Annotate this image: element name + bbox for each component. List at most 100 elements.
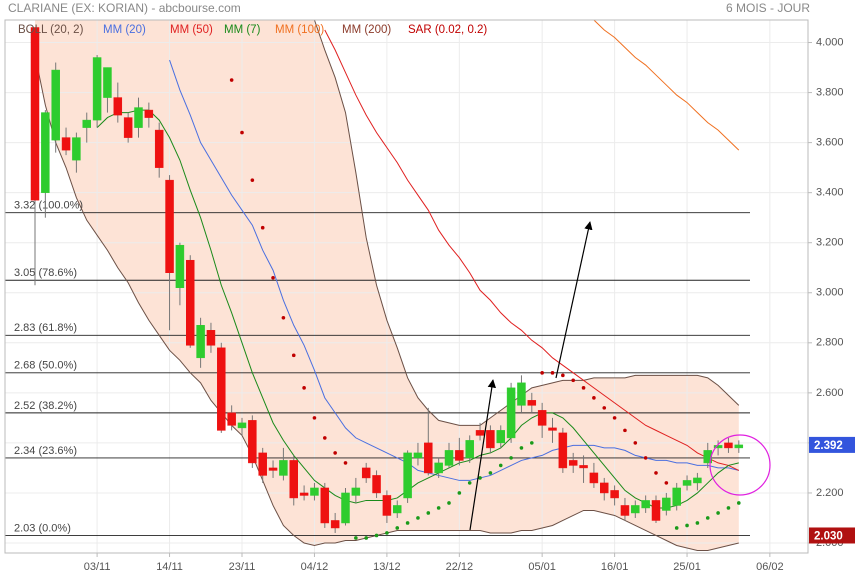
period-label: 6 MOIS - JOUR: [726, 1, 810, 15]
sar-dot: [695, 521, 700, 525]
candle-body: [154, 129, 164, 168]
fib-level-label: 2.83 (61.8%): [14, 322, 77, 334]
legend-entry: MM (200): [342, 24, 391, 36]
sar-dot: [240, 130, 244, 135]
sar-dot: [478, 476, 482, 480]
sar-dot: [447, 501, 451, 505]
candle-body: [341, 492, 350, 524]
fib-level-label: 3.32 (100.0%): [14, 200, 83, 212]
level-marker-label: 2.030: [814, 531, 843, 543]
candle-body: [144, 109, 154, 118]
annotation-arrow: [555, 221, 593, 379]
candle-body: [517, 382, 526, 406]
y-tick-label: 3.400: [816, 187, 844, 199]
sar-dot: [561, 373, 565, 378]
sar-dot: [364, 536, 369, 540]
sar-dot: [623, 428, 627, 433]
candle-body: [713, 445, 723, 449]
y-tick-label: 2.800: [816, 337, 844, 349]
candle-body: [641, 500, 650, 509]
candle-body: [413, 452, 423, 459]
candle-body: [382, 495, 392, 516]
sar-dot: [581, 386, 586, 390]
level-marker-box: [809, 527, 855, 544]
y-tick-label: 4.000: [816, 36, 844, 48]
legend-entry: BOLL (20, 2): [18, 24, 84, 36]
x-tick-label: 23/11: [229, 561, 256, 573]
sar-dot: [530, 441, 534, 445]
x-tick-label: 22/12: [446, 561, 474, 573]
annotation-circle: [709, 434, 771, 496]
sar-dot: [737, 501, 741, 505]
annotation-arrow: [469, 379, 497, 531]
candle-body: [506, 387, 516, 439]
candle-body: [537, 410, 547, 426]
y-tick-label: 3.000: [816, 287, 844, 299]
fib-level-label: 2.03 (0.0%): [14, 522, 71, 534]
candle-body: [589, 472, 599, 484]
candle-body: [682, 480, 692, 486]
candle-body: [424, 442, 433, 474]
chart-title: CLARIANE (EX: KORIAN) - abcbourse.com: [8, 1, 241, 15]
candle-body: [41, 112, 50, 193]
sar-dot: [633, 441, 638, 445]
sar-dot: [498, 463, 503, 468]
sar-dot: [229, 78, 234, 82]
sar-dot: [323, 436, 327, 440]
sar-dot: [405, 521, 410, 525]
x-tick-label: 14/11: [156, 561, 183, 573]
sar-dot: [354, 536, 358, 540]
candle-body: [351, 487, 361, 496]
sar-dot: [509, 456, 513, 460]
x-tick-label: 16/01: [601, 561, 629, 573]
legend-entry: MM (50): [170, 24, 213, 36]
candle-body: [403, 452, 412, 499]
y-tick-label: 3.800: [816, 86, 844, 98]
candle-body: [486, 430, 495, 449]
moving-average-line: [593, 20, 740, 151]
sar-dot: [281, 315, 286, 320]
candle-body: [693, 477, 702, 484]
candle-body: [30, 27, 40, 201]
sar-dot: [374, 533, 379, 538]
x-tick-label: 04/12: [301, 561, 329, 573]
sar-dot: [705, 516, 710, 520]
candle-body: [610, 490, 619, 499]
sar-dot: [302, 386, 306, 390]
candle-body: [258, 452, 267, 476]
candle-body: [631, 505, 640, 514]
candle-body: [268, 467, 278, 471]
candle-body: [455, 450, 464, 461]
candle-body: [579, 465, 588, 469]
sar-dot: [467, 481, 472, 485]
candle-body: [92, 57, 102, 121]
candle-body: [600, 482, 609, 494]
x-tick-label: 13/12: [373, 561, 401, 573]
legend-entry: MM (7): [224, 24, 261, 36]
candle-body: [434, 462, 443, 474]
y-tick-label: 2.600: [816, 387, 844, 399]
candle-body: [82, 119, 91, 128]
legend-entry: MM (100): [275, 24, 324, 36]
candle-body: [51, 69, 60, 141]
sar-dot: [664, 481, 669, 485]
y-tick-label: 3.200: [816, 237, 844, 249]
sar-dot: [602, 406, 607, 410]
candle-body: [175, 244, 185, 289]
legend-entry: SAR (0.02, 0.2): [408, 24, 487, 36]
sar-dot: [550, 371, 555, 375]
moving-average-line: [96, 109, 739, 509]
candle-body: [558, 432, 568, 469]
candle-body: [548, 427, 557, 431]
candle-body: [206, 330, 216, 346]
sar-dot: [726, 506, 731, 510]
candle-body: [186, 259, 195, 346]
y-tick-label: 2.200: [816, 487, 844, 499]
sar-dot: [519, 446, 524, 450]
legend-entry: MM (20): [103, 24, 146, 36]
boll-upper-line: [313, 20, 740, 426]
sar-dot: [592, 396, 596, 400]
last-price-box: [809, 436, 855, 453]
sar-dot: [312, 416, 317, 420]
